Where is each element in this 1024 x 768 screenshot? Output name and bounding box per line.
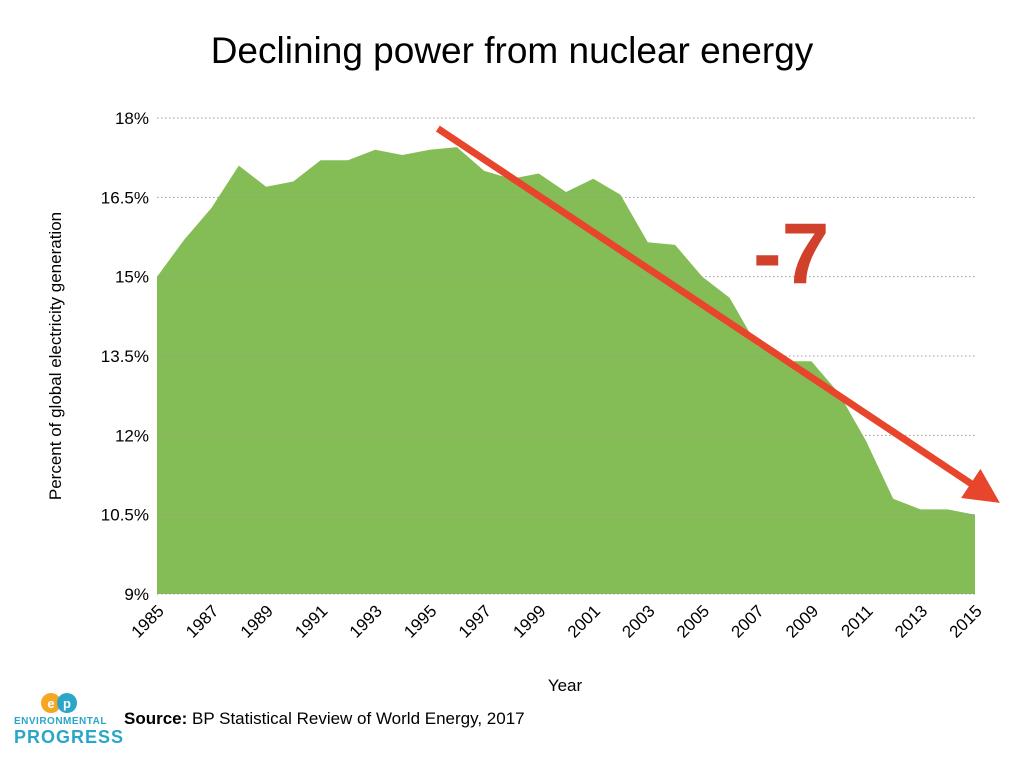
source-label: Source: (124, 709, 188, 728)
x-tick-label: 1991 (291, 601, 331, 641)
nuclear-share-area (157, 147, 975, 594)
x-tick-label: 1985 (128, 601, 168, 641)
y-tick-label: 13.5% (101, 347, 149, 366)
environmental-progress-logo: e p ENVIRONMENTAL PROGRESS (14, 692, 125, 747)
x-tick-label: 1993 (346, 601, 386, 641)
x-tick-label: 1997 (455, 601, 495, 641)
x-axis-label: Year (548, 676, 583, 695)
x-tick-label: 1999 (509, 601, 549, 641)
x-tick-label: 2007 (728, 601, 768, 641)
svg-text:p: p (63, 696, 71, 711)
y-tick-label: 12% (115, 426, 149, 445)
y-axis: 9% 10.5% 12% 13.5% 15% 16.5% 18% (101, 109, 149, 604)
area-series (157, 147, 975, 594)
trend-arrow (435, 125, 1000, 503)
x-tick-label: 1989 (237, 601, 277, 641)
y-axis-label: Percent of global electricity generation (46, 212, 65, 500)
x-tick-label: 1987 (182, 601, 222, 641)
y-tick-label: 15% (115, 268, 149, 287)
y-tick-label: 16.5% (101, 188, 149, 207)
x-tick-label: 2005 (673, 601, 713, 641)
svg-text:e: e (47, 696, 54, 711)
x-tick-label: 2001 (564, 601, 604, 641)
x-axis: 1985 1987 1989 1991 1993 1995 1997 1999 2001 2003… (128, 601, 986, 641)
decline-annotation: -7 (753, 206, 829, 302)
y-tick-label: 9% (124, 585, 149, 604)
chart-title: Declining power from nuclear energy (210, 30, 814, 71)
source-text: BP Statistical Review of World Energy, 2… (187, 709, 525, 728)
x-tick-label: 1995 (400, 601, 440, 641)
x-tick-label: 2009 (782, 601, 822, 641)
logo-text-environmental: ENVIRONMENTAL (14, 716, 107, 727)
x-tick-label: 2011 (837, 601, 876, 640)
y-tick-label: 18% (115, 109, 149, 128)
trend-arrow-group (435, 125, 1000, 503)
x-tick-label: 2015 (946, 601, 986, 641)
x-tick-label: 2013 (891, 601, 931, 641)
y-tick-label: 10.5% (101, 506, 149, 525)
x-tick-label: 2003 (618, 601, 658, 641)
gridlines (157, 117, 975, 595)
source-note: Source: BP Statistical Review of World E… (124, 709, 525, 729)
ep-logo-icon: e p (41, 693, 77, 713)
logo-text-progress: PROGRESS (14, 727, 125, 747)
